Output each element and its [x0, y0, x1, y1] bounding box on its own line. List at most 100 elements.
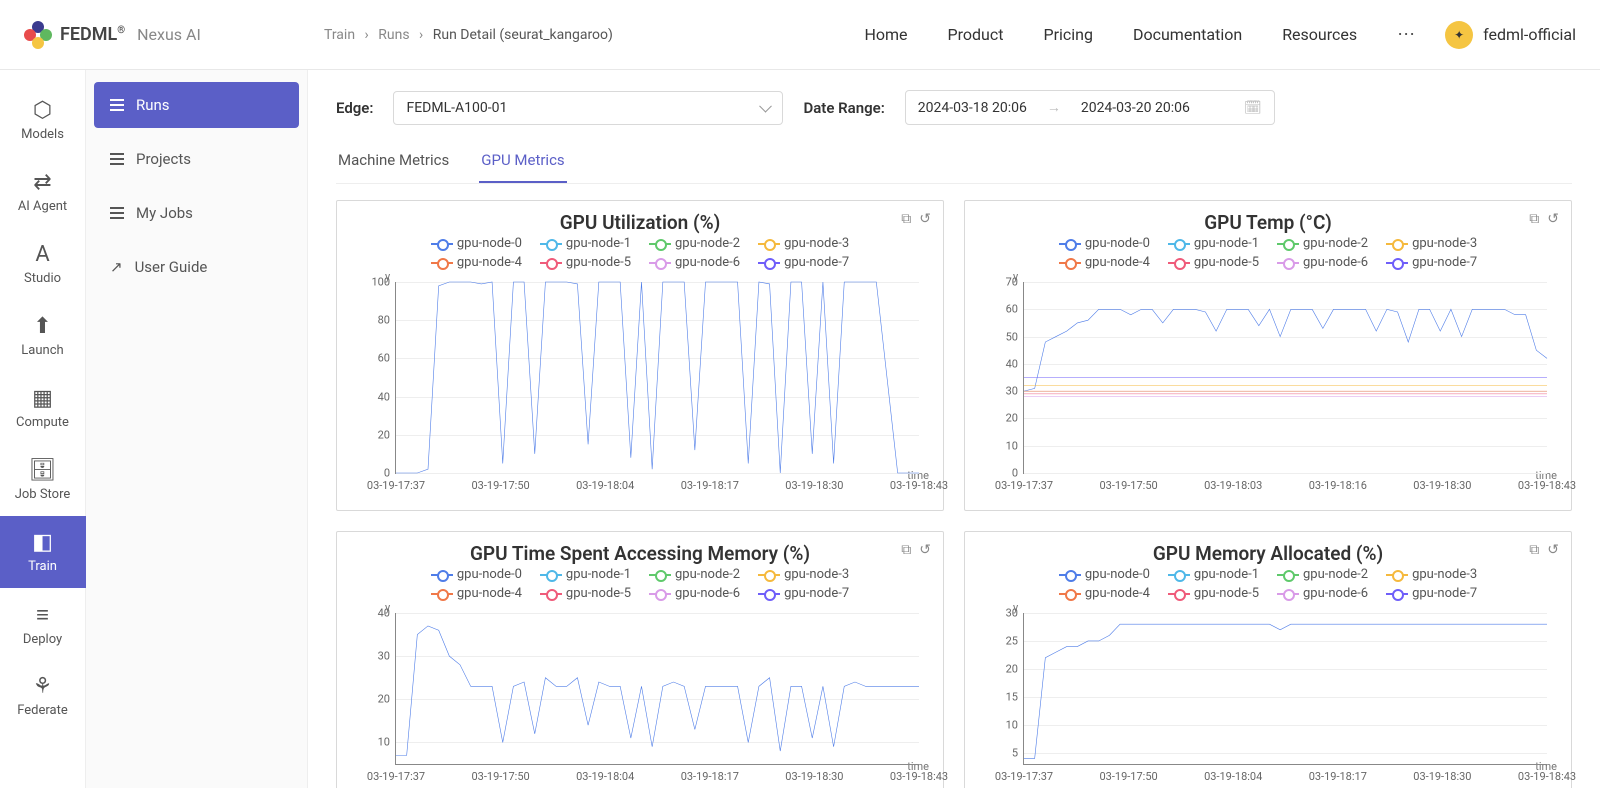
sidemenu-projects[interactable]: Projects	[94, 136, 299, 182]
y-tick: 60	[378, 352, 390, 365]
legend-item[interactable]: gpu-node-6	[1277, 586, 1368, 601]
user-menu[interactable]: ✦ fedml-official	[1445, 21, 1576, 49]
job store-icon: 🗄	[29, 458, 57, 483]
rail-item-models[interactable]: ⬡Models	[0, 84, 86, 156]
tool-zoom-icon[interactable]: ⧉	[1529, 542, 1539, 558]
rail-item-job-store[interactable]: 🗄Job Store	[0, 444, 86, 516]
legend-item[interactable]: gpu-node-2	[649, 567, 740, 582]
legend-item[interactable]: gpu-node-1	[540, 567, 631, 582]
side-menu: Runs Projects My Jobs ↗User Guide	[86, 70, 308, 788]
x-tick: 03-19-18:16	[1309, 479, 1367, 492]
edge-label: Edge:	[336, 99, 373, 117]
x-tick: 03-19-17:37	[995, 479, 1053, 492]
legend-item[interactable]: gpu-node-6	[1277, 255, 1368, 270]
legend-item[interactable]: gpu-node-0	[1059, 236, 1150, 251]
legend-item[interactable]: gpu-node-0	[1059, 567, 1150, 582]
plot-area: 5101520253003-19-17:3703-19-17:5003-19-1…	[1023, 613, 1547, 765]
tool-reset-icon[interactable]: ↺	[919, 211, 931, 227]
legend-item[interactable]: gpu-node-0	[431, 236, 522, 251]
studio-icon: A	[35, 242, 49, 267]
legend-marker-icon	[431, 589, 453, 599]
rail-item-compute[interactable]: ▦Compute	[0, 372, 86, 444]
legend-item[interactable]: gpu-node-1	[1168, 567, 1259, 582]
legend-item[interactable]: gpu-node-5	[1168, 255, 1259, 270]
nav-documentation[interactable]: Documentation	[1133, 25, 1242, 44]
legend-item[interactable]: gpu-node-4	[1059, 255, 1150, 270]
legend-item[interactable]: gpu-node-7	[758, 586, 849, 601]
x-tick: 03-19-18:43	[890, 479, 948, 492]
legend-marker-icon	[1386, 589, 1408, 599]
rail-item-launch[interactable]: ⬆Launch	[0, 300, 86, 372]
legend-item[interactable]: gpu-node-6	[649, 586, 740, 601]
tab-gpu-metrics[interactable]: GPU Metrics	[479, 143, 566, 183]
sidemenu-user-guide[interactable]: ↗User Guide	[94, 244, 299, 290]
legend-item[interactable]: gpu-node-2	[649, 236, 740, 251]
legend-item[interactable]: gpu-node-3	[1386, 567, 1477, 582]
legend-item[interactable]: gpu-node-2	[1277, 236, 1368, 251]
legend-item[interactable]: gpu-node-1	[1168, 236, 1259, 251]
rail-item-deploy[interactable]: ≡Deploy	[0, 588, 86, 660]
legend-marker-icon	[649, 239, 671, 249]
x-tick: 03-19-18:43	[1518, 479, 1576, 492]
legend-item[interactable]: gpu-node-4	[431, 586, 522, 601]
legend-item[interactable]: gpu-node-6	[649, 255, 740, 270]
legend-marker-icon	[1168, 239, 1190, 249]
legend-item[interactable]: gpu-node-4	[1059, 586, 1150, 601]
plot-area: 1020304003-19-17:3703-19-17:5003-19-18:0…	[395, 613, 919, 765]
legend-item[interactable]: gpu-node-3	[1386, 236, 1477, 251]
tool-zoom-icon[interactable]: ⧉	[901, 542, 911, 558]
edge-select[interactable]: FEDML-A100-01	[393, 91, 783, 125]
rail-item-train[interactable]: ◧Train	[0, 516, 86, 588]
legend-item[interactable]: gpu-node-7	[1386, 586, 1477, 601]
legend-item[interactable]: gpu-node-0	[431, 567, 522, 582]
tool-zoom-icon[interactable]: ⧉	[1529, 211, 1539, 227]
sidemenu-runs[interactable]: Runs	[94, 82, 299, 128]
chart-title: GPU Time Spent Accessing Memory (%)	[351, 542, 929, 565]
breadcrumb-item[interactable]: Runs	[378, 27, 409, 43]
x-tick: 03-19-18:04	[576, 479, 634, 492]
chart-svg	[1024, 613, 1547, 764]
tool-zoom-icon[interactable]: ⧉	[901, 211, 911, 227]
sidemenu-my-jobs[interactable]: My Jobs	[94, 190, 299, 236]
legend-label: gpu-node-6	[1303, 586, 1368, 601]
tool-reset-icon[interactable]: ↺	[919, 542, 931, 558]
nav-pricing[interactable]: Pricing	[1043, 25, 1093, 44]
nav-resources[interactable]: Resources	[1282, 25, 1357, 44]
chart-card-mem_time: ⧉ ↺GPU Time Spent Accessing Memory (%) gpu…	[336, 531, 944, 788]
legend-label: gpu-node-2	[1303, 567, 1368, 582]
logo[interactable]: FEDML® Nexus AI	[24, 21, 324, 49]
legend-marker-icon	[431, 239, 453, 249]
legend-label: gpu-node-6	[1303, 255, 1368, 270]
legend-marker-icon	[758, 570, 780, 580]
breadcrumb-item[interactable]: Train	[324, 27, 355, 43]
chart-legend: gpu-node-0 gpu-node-1 gpu-node-2 gpu-node-3…	[979, 236, 1557, 270]
more-icon[interactable]: ⋯	[1397, 24, 1415, 45]
date-range-picker[interactable]: 2024-03-18 20:06 → 2024-03-20 20:06 🗓	[905, 90, 1275, 125]
sidemenu-label: Runs	[136, 96, 170, 114]
legend-item[interactable]: gpu-node-5	[540, 586, 631, 601]
rail-item-federate[interactable]: ⚘Federate	[0, 660, 86, 732]
brand-name: FEDML®	[60, 24, 125, 45]
tool-reset-icon[interactable]: ↺	[1547, 211, 1559, 227]
tab-machine-metrics[interactable]: Machine Metrics	[336, 143, 451, 183]
legend-item[interactable]: gpu-node-3	[758, 236, 849, 251]
legend-item[interactable]: gpu-node-7	[758, 255, 849, 270]
legend-item[interactable]: gpu-node-7	[1386, 255, 1477, 270]
legend-item[interactable]: gpu-node-3	[758, 567, 849, 582]
legend-label: gpu-node-3	[1412, 236, 1477, 251]
legend-item[interactable]: gpu-node-5	[1168, 586, 1259, 601]
plot-area: 01020304050607003-19-17:3703-19-17:5003-…	[1023, 282, 1547, 474]
rail-item-ai-agent[interactable]: ⇄AI Agent	[0, 156, 86, 228]
legend-item[interactable]: gpu-node-1	[540, 236, 631, 251]
chart-title: GPU Temp (°C)	[979, 211, 1557, 234]
nav-product[interactable]: Product	[948, 25, 1004, 44]
legend-item[interactable]: gpu-node-2	[1277, 567, 1368, 582]
x-tick: 03-19-17:50	[1099, 479, 1157, 492]
tool-reset-icon[interactable]: ↺	[1547, 542, 1559, 558]
launch-icon: ⬆	[33, 314, 51, 339]
legend-item[interactable]: gpu-node-4	[431, 255, 522, 270]
nav-home[interactable]: Home	[864, 25, 907, 44]
rail-item-studio[interactable]: AStudio	[0, 228, 86, 300]
legend-item[interactable]: gpu-node-5	[540, 255, 631, 270]
chart-card-temp: ⧉↺GPU Temp (°C)gpu-node-0gpu-node-1gpu-n…	[964, 200, 1572, 511]
